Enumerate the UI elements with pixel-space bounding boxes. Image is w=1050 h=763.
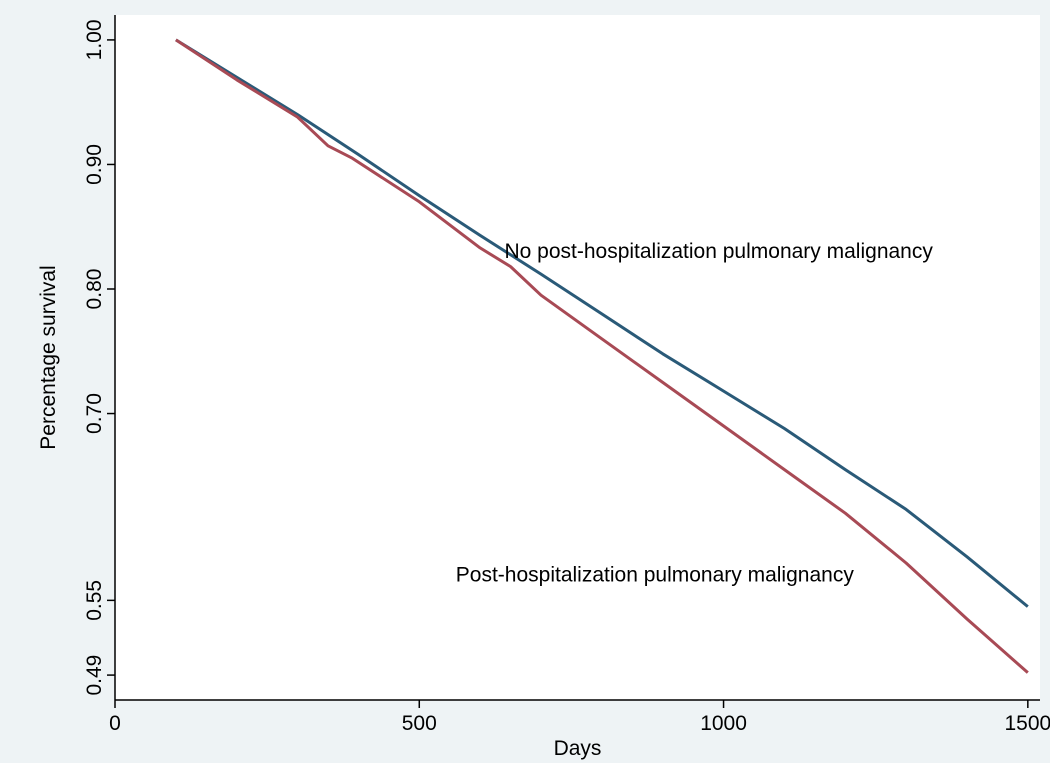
y-tick-label: 1.00 (83, 19, 106, 60)
y-tick-label: 0.49 (83, 655, 106, 696)
x-tick-label: 1000 (700, 712, 747, 735)
y-tick-label: 0.55 (83, 580, 106, 621)
series-label: No post-hospitalization pulmonary malign… (504, 240, 933, 263)
y-axis-label: Percentage survival (37, 265, 60, 449)
y-tick-label: 0.80 (83, 269, 106, 310)
x-tick-label: 0 (109, 712, 121, 735)
x-tick-label: 500 (402, 712, 437, 735)
chart-svg: No post-hospitalization pulmonary malign… (0, 0, 1050, 763)
x-axis-label: Days (554, 737, 602, 760)
series-label: Post-hospitalization pulmonary malignanc… (456, 564, 855, 587)
y-tick-label: 0.90 (83, 144, 106, 185)
x-tick-label: 1500 (1004, 712, 1050, 735)
survival-chart: No post-hospitalization pulmonary malign… (0, 0, 1050, 763)
y-tick-label: 0.70 (83, 393, 106, 434)
